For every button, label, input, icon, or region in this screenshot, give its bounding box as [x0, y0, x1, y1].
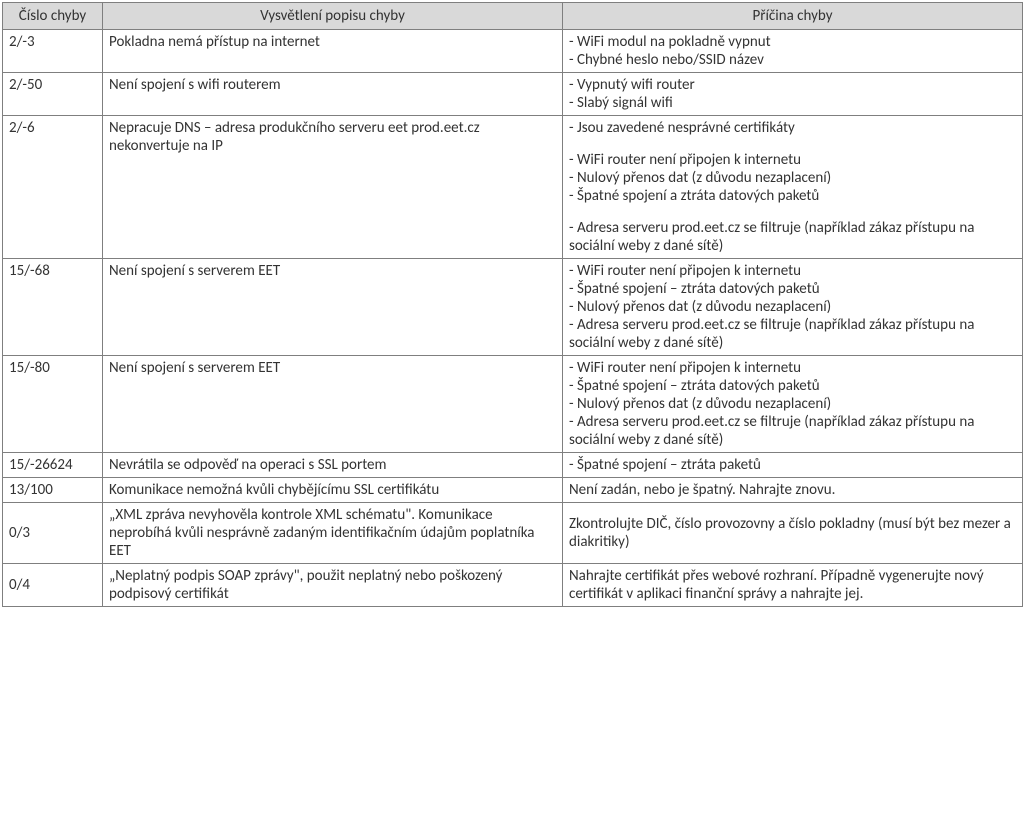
cell-cause: Nahrajte certifikát přes webové rozhraní…	[563, 564, 1023, 607]
cause-line: - Nulový přenos dat (z důvodu nezaplacen…	[569, 395, 1016, 413]
cell-code: 0/3	[3, 503, 103, 564]
table-row: 0/3„XML zpráva nevyhověla kontrole XML s…	[3, 503, 1023, 564]
table-header-row: Číslo chyby Vysvětlení popisu chyby Příč…	[3, 3, 1023, 30]
table-row: 2/-50Není spojení s wifi routerem- Vypnu…	[3, 73, 1023, 116]
cell-code: 2/-3	[3, 30, 103, 73]
cause-line: - Nulový přenos dat (z důvodu nezaplacen…	[569, 169, 1016, 187]
table-row: 2/-3Pokladna nemá přístup na internet- W…	[3, 30, 1023, 73]
cause-line: - Nulový přenos dat (z důvodu nezaplacen…	[569, 298, 1016, 316]
cell-cause: Není zadán, nebo je špatný. Nahrajte zno…	[563, 478, 1023, 503]
cause-line: - Špatné spojení a ztráta datových paket…	[569, 187, 1016, 205]
table-row: 15/-26624Nevrátila se odpověď na operaci…	[3, 453, 1023, 478]
cause-line: - Slabý signál wifi	[569, 94, 1016, 112]
cell-cause: - Špatné spojení – ztráta paketů	[563, 453, 1023, 478]
cell-cause: - WiFi router není připojen k internetu-…	[563, 259, 1023, 356]
cause-line: - Špatné spojení – ztráta datových paket…	[569, 377, 1016, 395]
table-body: 2/-3Pokladna nemá přístup na internet- W…	[3, 30, 1023, 607]
cell-description: Není spojení s wifi routerem	[103, 73, 563, 116]
cell-description: Není spojení s serverem EET	[103, 259, 563, 356]
cause-line: - Špatné spojení – ztráta datových paket…	[569, 280, 1016, 298]
cell-code: 2/-6	[3, 116, 103, 259]
header-description: Vysvětlení popisu chyby	[103, 3, 563, 30]
cell-description: Nepracuje DNS – adresa produkčního serve…	[103, 116, 563, 259]
table-row: 15/-68Není spojení s serverem EET- WiFi …	[3, 259, 1023, 356]
cause-line: - Adresa serveru prod.eet.cz se filtruje…	[569, 413, 1016, 449]
cell-cause: Zkontrolujte DIČ, číslo provozovny a čís…	[563, 503, 1023, 564]
table-row: 2/-6Nepracuje DNS – adresa produkčního s…	[3, 116, 1023, 259]
cause-line: - Jsou zavedené nesprávné certifikáty	[569, 119, 1016, 137]
table-row: 0/4„Neplatný podpis SOAP zprávy", použit…	[3, 564, 1023, 607]
cause-line: - WiFi router není připojen k internetu	[569, 262, 1016, 280]
cell-code: 0/4	[3, 564, 103, 607]
cell-description: Není spojení s serverem EET	[103, 356, 563, 453]
cause-line: - Adresa serveru prod.eet.cz se filtruje…	[569, 219, 1016, 255]
cause-line: - Špatné spojení – ztráta paketů	[569, 456, 1016, 474]
cause-line: - Vypnutý wifi router	[569, 76, 1016, 94]
cell-cause: - Vypnutý wifi router- Slabý signál wifi	[563, 73, 1023, 116]
cell-description: Pokladna nemá přístup na internet	[103, 30, 563, 73]
cause-line: Zkontrolujte DIČ, číslo provozovny a čís…	[569, 515, 1016, 551]
cell-code: 15/-26624	[3, 453, 103, 478]
cell-cause: - WiFi modul na pokladně vypnut- Chybné …	[563, 30, 1023, 73]
cause-line: - WiFi router není připojen k internetu	[569, 151, 1016, 169]
header-code: Číslo chyby	[3, 3, 103, 30]
cause-line: - WiFi modul na pokladně vypnut	[569, 33, 1016, 51]
cell-code: 15/-68	[3, 259, 103, 356]
cell-description: „Neplatný podpis SOAP zprávy", použit ne…	[103, 564, 563, 607]
cause-line: - WiFi router není připojen k internetu	[569, 359, 1016, 377]
cell-description: „XML zpráva nevyhověla kontrole XML sché…	[103, 503, 563, 564]
paragraph-gap	[569, 137, 1016, 151]
table-row: 13/100Komunikace nemožná kvůli chybějící…	[3, 478, 1023, 503]
cell-description: Komunikace nemožná kvůli chybějícímu SSL…	[103, 478, 563, 503]
cause-line: - Adresa serveru prod.eet.cz se filtruje…	[569, 316, 1016, 352]
error-codes-table: Číslo chyby Vysvětlení popisu chyby Příč…	[2, 2, 1023, 607]
paragraph-gap	[569, 205, 1016, 219]
table-row: 15/-80Není spojení s serverem EET- WiFi …	[3, 356, 1023, 453]
cell-cause: - WiFi router není připojen k internetu-…	[563, 356, 1023, 453]
cell-cause: - Jsou zavedené nesprávné certifikáty - W…	[563, 116, 1023, 259]
cause-line: Nahrajte certifikát přes webové rozhraní…	[569, 567, 1016, 603]
header-cause: Příčina chyby	[563, 3, 1023, 30]
cause-line: Není zadán, nebo je špatný. Nahrajte zno…	[569, 481, 1016, 499]
cell-code: 15/-80	[3, 356, 103, 453]
cell-code: 2/-50	[3, 73, 103, 116]
cell-description: Nevrátila se odpověď na operaci s SSL po…	[103, 453, 563, 478]
cause-line: - Chybné heslo nebo/SSID název	[569, 51, 1016, 69]
cell-code: 13/100	[3, 478, 103, 503]
